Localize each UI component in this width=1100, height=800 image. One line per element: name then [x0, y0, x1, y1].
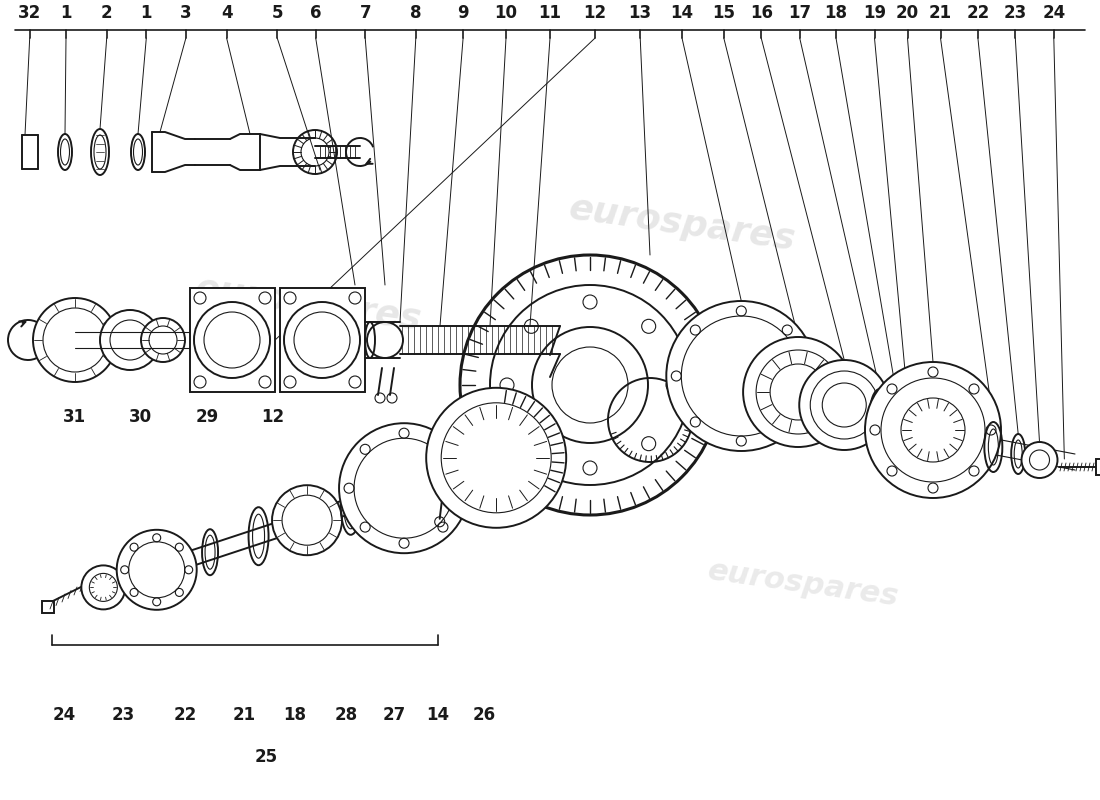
Text: 15: 15 — [713, 4, 735, 22]
Circle shape — [81, 566, 125, 610]
Text: 3: 3 — [180, 4, 191, 22]
Circle shape — [744, 337, 854, 447]
Text: 21: 21 — [232, 706, 256, 723]
Text: 9: 9 — [458, 4, 469, 22]
Text: 26: 26 — [472, 706, 496, 723]
Circle shape — [117, 530, 197, 610]
Text: 31: 31 — [63, 408, 87, 426]
Text: eurospares: eurospares — [566, 191, 798, 257]
Circle shape — [865, 362, 1001, 498]
Text: 17: 17 — [788, 4, 812, 22]
Circle shape — [33, 298, 117, 382]
Text: 22: 22 — [173, 706, 197, 723]
Text: 19: 19 — [862, 4, 887, 22]
Text: eurospares: eurospares — [705, 556, 901, 612]
Text: 22: 22 — [966, 4, 990, 22]
Text: 14: 14 — [670, 4, 694, 22]
Text: 28: 28 — [334, 706, 359, 723]
Text: 20: 20 — [895, 4, 920, 22]
Text: 27: 27 — [382, 706, 406, 723]
Text: 29: 29 — [195, 408, 219, 426]
Text: 16: 16 — [750, 4, 772, 22]
Text: 25: 25 — [254, 748, 278, 766]
Circle shape — [141, 318, 185, 362]
Text: 13: 13 — [628, 4, 652, 22]
Text: 24: 24 — [52, 706, 76, 723]
Bar — [1097, 459, 1100, 475]
Text: 1: 1 — [141, 4, 152, 22]
Text: 14: 14 — [426, 706, 450, 723]
Text: 30: 30 — [129, 408, 153, 426]
Text: 2: 2 — [101, 4, 112, 22]
Text: 6: 6 — [310, 4, 321, 22]
Circle shape — [800, 360, 889, 450]
Circle shape — [339, 423, 469, 554]
Circle shape — [426, 388, 566, 528]
Text: 24: 24 — [1042, 4, 1066, 22]
Text: 4: 4 — [221, 4, 232, 22]
Text: 32: 32 — [18, 4, 42, 22]
Bar — [190, 288, 275, 392]
Text: 12: 12 — [583, 4, 607, 22]
Text: 1: 1 — [60, 4, 72, 22]
Circle shape — [1022, 442, 1057, 478]
Text: 23: 23 — [111, 706, 135, 723]
Circle shape — [667, 301, 816, 451]
Text: eurospares: eurospares — [192, 271, 424, 337]
Bar — [42, 601, 54, 613]
Text: 12: 12 — [261, 408, 285, 426]
Text: 7: 7 — [360, 4, 371, 22]
Text: 8: 8 — [410, 4, 421, 22]
Text: 23: 23 — [1003, 4, 1027, 22]
Bar — [280, 288, 365, 392]
Text: 5: 5 — [272, 4, 283, 22]
Circle shape — [272, 485, 342, 555]
Text: 21: 21 — [928, 4, 953, 22]
Circle shape — [100, 310, 160, 370]
Text: 10: 10 — [495, 4, 517, 22]
Text: 18: 18 — [825, 4, 847, 22]
Text: 11: 11 — [539, 4, 561, 22]
Text: 18: 18 — [284, 706, 306, 723]
